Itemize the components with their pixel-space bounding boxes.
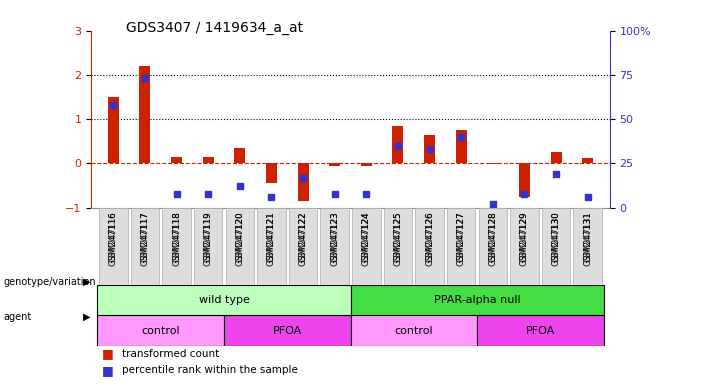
Bar (266, 164, 277, 183)
Bar (203, 157, 214, 164)
FancyBboxPatch shape (573, 208, 602, 285)
Bar (108, 97, 118, 164)
Text: GDS3407 / 1419634_a_at: GDS3407 / 1419634_a_at (126, 21, 304, 35)
Text: GSM247131: GSM247131 (583, 212, 592, 262)
Bar (234, 148, 245, 164)
Text: ■: ■ (102, 347, 114, 360)
Text: wild type: wild type (198, 295, 250, 305)
Text: GSM247128: GSM247128 (489, 212, 497, 262)
Text: GSM247121: GSM247121 (267, 212, 276, 262)
Text: ■: ■ (102, 364, 114, 377)
Text: PPAR-alpha null: PPAR-alpha null (434, 295, 520, 305)
Text: GSM247131: GSM247131 (583, 212, 592, 266)
Text: GSM247118: GSM247118 (172, 212, 181, 262)
Text: GSM247129: GSM247129 (520, 212, 529, 262)
FancyBboxPatch shape (257, 208, 286, 285)
FancyBboxPatch shape (447, 208, 475, 285)
FancyBboxPatch shape (477, 316, 604, 346)
Bar (550, 152, 562, 164)
FancyBboxPatch shape (479, 208, 507, 285)
Text: GSM247130: GSM247130 (552, 212, 561, 266)
Text: GSM247119: GSM247119 (204, 212, 212, 262)
Text: control: control (142, 326, 180, 336)
Text: PFOA: PFOA (526, 326, 555, 336)
FancyBboxPatch shape (99, 208, 128, 285)
Bar (424, 135, 435, 164)
Bar (583, 158, 593, 164)
Text: GSM247119: GSM247119 (204, 212, 212, 266)
Text: GSM247125: GSM247125 (393, 212, 402, 266)
Bar (139, 66, 151, 164)
Text: GSM247121: GSM247121 (267, 212, 276, 266)
FancyBboxPatch shape (383, 208, 412, 285)
Text: ▶: ▶ (83, 277, 90, 287)
Text: GSM247116: GSM247116 (109, 212, 118, 262)
Bar (361, 164, 372, 166)
FancyBboxPatch shape (289, 208, 318, 285)
FancyBboxPatch shape (350, 285, 604, 316)
Bar (456, 130, 467, 164)
Text: GSM247127: GSM247127 (457, 212, 465, 266)
FancyBboxPatch shape (97, 285, 350, 316)
Text: GSM247120: GSM247120 (236, 212, 244, 266)
Text: GSM247126: GSM247126 (425, 212, 434, 266)
Text: GSM247117: GSM247117 (140, 212, 149, 266)
Text: agent: agent (4, 312, 32, 322)
Text: GSM247127: GSM247127 (457, 212, 465, 262)
FancyBboxPatch shape (352, 208, 381, 285)
Text: GSM247122: GSM247122 (299, 212, 308, 266)
FancyBboxPatch shape (226, 208, 254, 285)
Text: GSM247120: GSM247120 (236, 212, 244, 262)
Text: GSM247126: GSM247126 (425, 212, 434, 262)
Text: percentile rank within the sample: percentile rank within the sample (122, 365, 298, 375)
Text: PFOA: PFOA (273, 326, 302, 336)
FancyBboxPatch shape (350, 316, 477, 346)
Text: GSM247129: GSM247129 (520, 212, 529, 266)
Text: GSM247118: GSM247118 (172, 212, 181, 266)
Text: GSM247124: GSM247124 (362, 212, 371, 262)
Bar (171, 157, 182, 164)
FancyBboxPatch shape (510, 208, 538, 285)
Bar (329, 164, 340, 166)
Text: transformed count: transformed count (122, 349, 219, 359)
FancyBboxPatch shape (97, 316, 224, 346)
Text: control: control (395, 326, 433, 336)
Text: ▶: ▶ (83, 312, 90, 322)
Text: GSM247116: GSM247116 (109, 212, 118, 266)
Text: GSM247122: GSM247122 (299, 212, 308, 262)
Bar (393, 126, 404, 164)
FancyBboxPatch shape (416, 208, 444, 285)
FancyBboxPatch shape (194, 208, 222, 285)
Bar (519, 164, 530, 197)
Text: GSM247130: GSM247130 (552, 212, 561, 262)
FancyBboxPatch shape (542, 208, 571, 285)
Text: GSM247125: GSM247125 (393, 212, 402, 262)
Text: GSM247128: GSM247128 (489, 212, 497, 266)
Text: genotype/variation: genotype/variation (4, 277, 96, 287)
FancyBboxPatch shape (163, 208, 191, 285)
Bar (297, 164, 308, 201)
FancyBboxPatch shape (130, 208, 159, 285)
Text: GSM247124: GSM247124 (362, 212, 371, 266)
FancyBboxPatch shape (320, 208, 349, 285)
FancyBboxPatch shape (224, 316, 350, 346)
Text: GSM247123: GSM247123 (330, 212, 339, 262)
Text: GSM247117: GSM247117 (140, 212, 149, 262)
Text: GSM247123: GSM247123 (330, 212, 339, 266)
